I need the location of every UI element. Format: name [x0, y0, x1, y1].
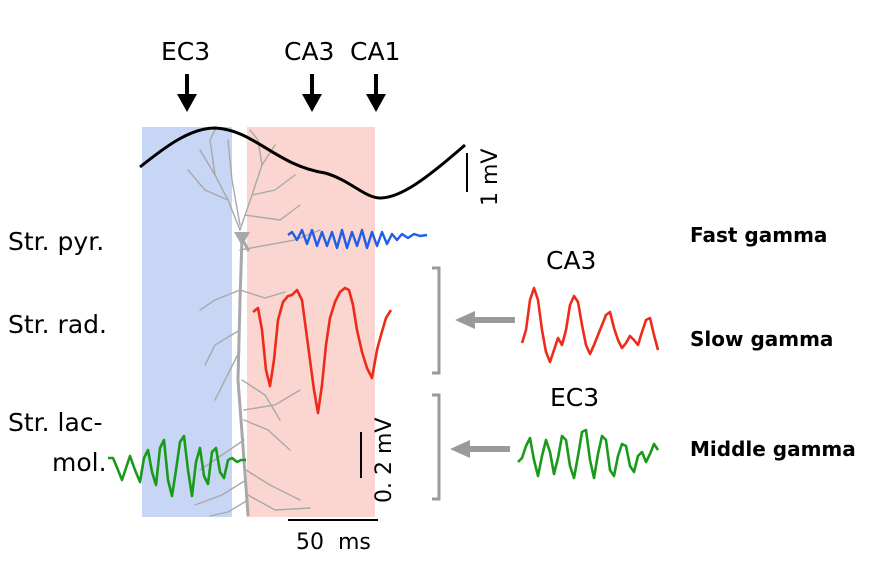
region-label-ca3: CA3 — [284, 37, 335, 66]
band-label-fast: Fast gamma — [690, 223, 828, 247]
arrow-down-icon — [302, 74, 322, 112]
region-label-ec3: EC3 — [161, 37, 211, 66]
layer-label-pyr: Str. pyr. — [8, 227, 105, 256]
region-label-ca1: CA1 — [350, 37, 401, 66]
theta-wave — [139, 126, 466, 200]
layer-label-lacmol-1: Str. lac- — [8, 408, 103, 437]
time-scale-label: 50 ms — [296, 530, 371, 555]
layer-label-rad: Str. rad. — [8, 310, 107, 339]
gamma-scale-label: 0. 2 mV — [372, 417, 397, 503]
middle-gamma-trace — [108, 434, 246, 498]
arrow-down-icon — [177, 74, 197, 112]
slow-gamma-trace — [252, 286, 393, 415]
layer-label-lacmol-2: mol. — [52, 448, 107, 477]
fast-gamma-trace — [287, 228, 428, 250]
theta-scale-label: 1 mV — [478, 148, 503, 206]
ec3-source-trace — [517, 428, 660, 480]
band-label-slow: Slow gamma — [690, 327, 834, 351]
arrow-left-icon — [455, 311, 515, 329]
arrow-left-icon — [450, 440, 510, 458]
band-label-middle: Middle gamma — [690, 437, 856, 461]
ca3-bracket — [432, 266, 441, 375]
source-label-ec3: EC3 — [550, 383, 600, 412]
ca3-source-trace — [520, 286, 660, 364]
ec3-bracket — [432, 393, 441, 501]
source-label-ca3: CA3 — [546, 246, 597, 275]
arrow-down-icon — [366, 74, 386, 112]
